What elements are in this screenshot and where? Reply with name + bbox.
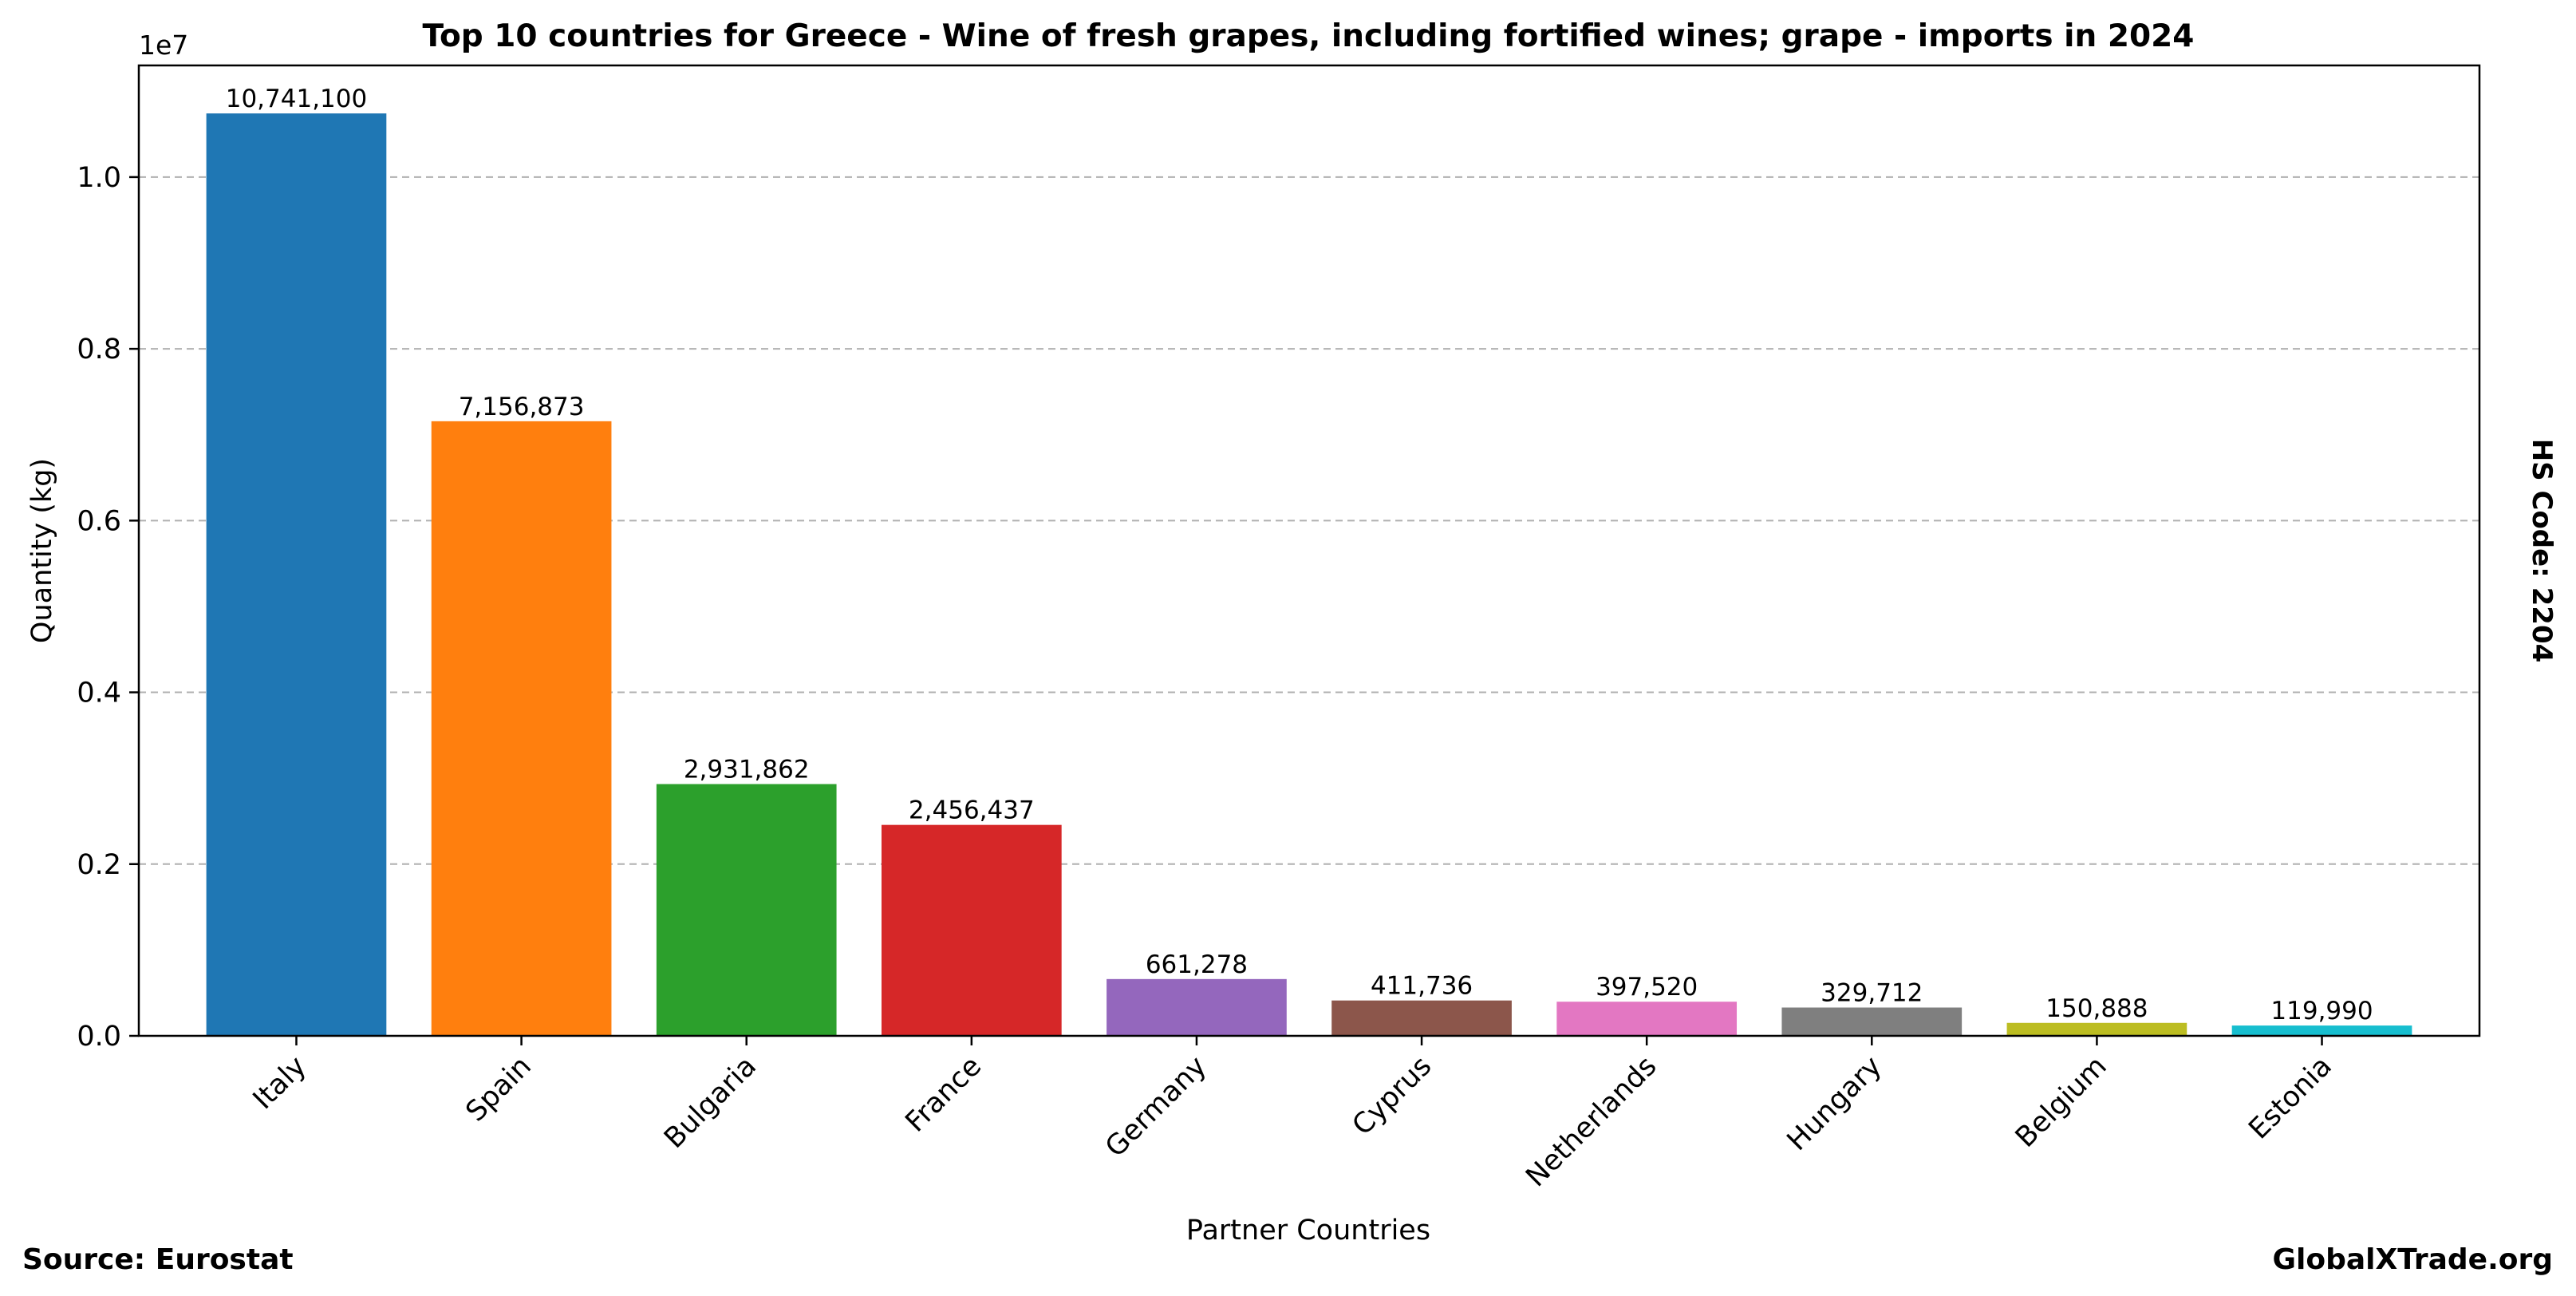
- bar-italy: [206, 113, 387, 1037]
- bar-hungary: [1781, 1007, 1963, 1036]
- bar-spain: [431, 421, 612, 1036]
- chart-title: Top 10 countries for Greece - Wine of fr…: [423, 18, 2195, 54]
- x-tick-label: Cyprus: [1347, 1050, 1438, 1142]
- bar-value-label: 7,156,873: [459, 393, 585, 421]
- y-tick-label: 0.6: [77, 505, 121, 537]
- source-label: Source: Eurostat: [22, 1243, 294, 1276]
- y-tick-label: 0.4: [77, 678, 121, 709]
- bar-value-label: 397,520: [1596, 973, 1698, 1002]
- bar-netherlands: [1556, 1002, 1738, 1036]
- bar-value-label: 10,741,100: [226, 85, 368, 113]
- brand-label: GlobalXTrade.org: [2272, 1243, 2553, 1276]
- x-tick-label: France: [900, 1050, 988, 1139]
- bar-value-label: 329,712: [1821, 979, 1923, 1008]
- y-tick-label: 0.0: [77, 1021, 121, 1053]
- x-tick-label: Estonia: [2243, 1050, 2337, 1145]
- y-tick-label: 0.8: [77, 334, 121, 365]
- bar-value-label: 411,736: [1371, 972, 1473, 1001]
- bar-value-label: 2,456,437: [909, 796, 1035, 825]
- bar-value-label: 661,278: [1146, 950, 1248, 979]
- bar-belgium: [2006, 1022, 2187, 1036]
- hs-code-label: HS Code: 2204: [2526, 439, 2558, 663]
- bar-value-labels: 10,741,100 7,156,873 2,931,862 2,456,437 661…: [226, 85, 2373, 1025]
- x-tick-label: Hungary: [1781, 1050, 1888, 1157]
- x-axis-label: Partner Countries: [1186, 1215, 1430, 1247]
- x-tick-label: Bulgaria: [658, 1050, 763, 1155]
- bar-value-label: 2,931,862: [684, 756, 810, 784]
- bar-germany: [1107, 978, 1287, 1036]
- x-tick-label: Belgium: [2010, 1050, 2113, 1154]
- y-tick-label: 0.2: [77, 849, 121, 881]
- bar-estonia: [2231, 1025, 2412, 1036]
- plot-frame: [137, 64, 2481, 1037]
- bar-cyprus: [1331, 1000, 1512, 1036]
- bar-bulgaria: [656, 784, 837, 1036]
- x-tick-label: Germany: [1099, 1050, 1213, 1164]
- bar-france: [881, 824, 1062, 1036]
- y-axis-ticks: 0.0 0.2 0.4 0.6 0.8 1.0: [77, 162, 139, 1053]
- bar-value-label: 119,990: [2270, 997, 2373, 1025]
- x-tick-label: Italy: [247, 1050, 313, 1116]
- x-axis-ticks: Italy Spain Bulgaria France Germany Cyprus Net…: [247, 1036, 2338, 1193]
- x-tick-label: Spain: [460, 1050, 538, 1128]
- x-tick-label: Netherlands: [1520, 1050, 1663, 1193]
- bar-value-label: 150,888: [2045, 994, 2148, 1023]
- y-axis-label: Quantity (kg): [26, 458, 58, 643]
- y-tick-label: 1.0: [77, 162, 121, 194]
- bars: [206, 113, 2412, 1037]
- y-axis-offset-label: 1e7: [139, 30, 188, 61]
